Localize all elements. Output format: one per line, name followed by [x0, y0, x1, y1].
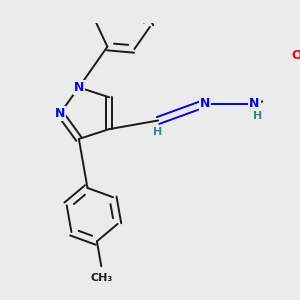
Text: N: N	[55, 107, 65, 120]
Text: CH₃: CH₃	[90, 273, 112, 283]
Text: N: N	[249, 97, 260, 110]
Text: O: O	[292, 49, 300, 62]
Text: H: H	[154, 127, 163, 137]
Text: H: H	[254, 111, 263, 121]
Text: N: N	[200, 97, 210, 110]
Text: N: N	[74, 81, 84, 94]
